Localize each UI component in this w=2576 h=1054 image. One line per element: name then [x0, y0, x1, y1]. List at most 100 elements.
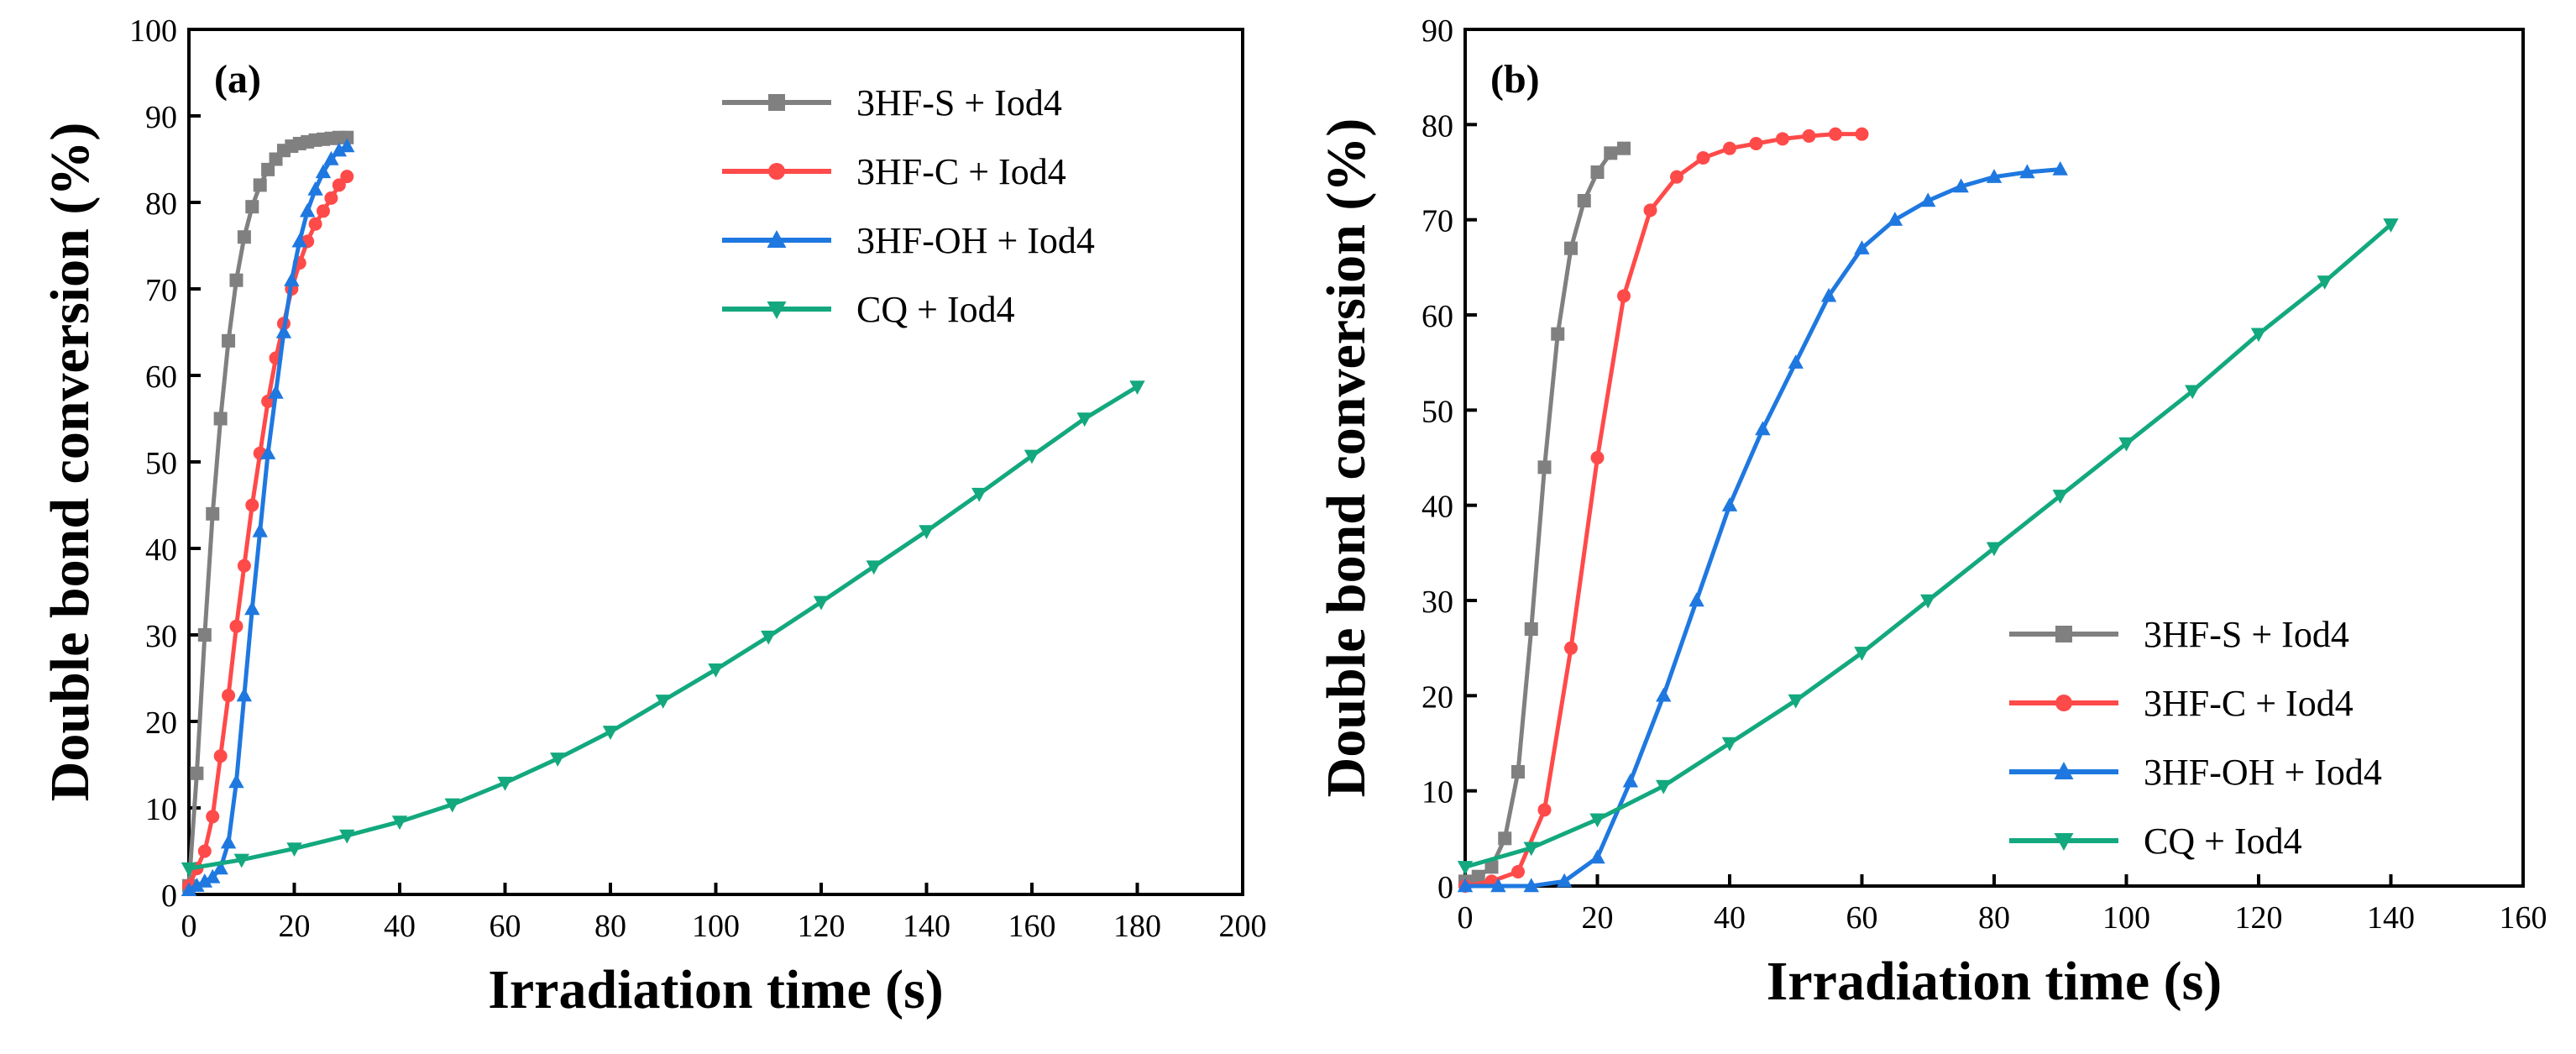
data-point	[205, 868, 221, 884]
y-tick-label: 0	[161, 878, 177, 914]
data-point	[602, 726, 619, 740]
x-tick-label: 0	[1458, 900, 1474, 936]
legend: 3HF-S + Iod4 3HF-C + Iod4 3HF-OH + Iod4 CQ …	[2009, 614, 2382, 862]
data-point	[1723, 141, 1736, 155]
legend-entry: 3HF-S + Iod4	[856, 82, 1062, 123]
data-point	[1537, 803, 1552, 817]
series-3hf-c-iod4	[1458, 127, 1869, 893]
data-point	[268, 385, 284, 399]
data-point	[708, 663, 724, 678]
legend-entry: 3HF-C + Iod4	[2144, 683, 2353, 724]
series-3hf-oh-iod4	[1457, 161, 2068, 893]
panel-label: (a)	[214, 57, 261, 102]
data-point	[261, 162, 275, 176]
data-point	[245, 498, 259, 512]
data-point	[2118, 437, 2134, 452]
data-point	[1523, 878, 1539, 893]
x-tick-label: 40	[384, 909, 416, 944]
legend-marker	[2055, 695, 2072, 711]
data-point	[189, 878, 205, 892]
legend-entry: 3HF-S + Iod4	[2144, 614, 2349, 655]
data-point	[1829, 127, 1842, 141]
y-tick-label: 70	[1422, 204, 1453, 239]
y-tick-label: 90	[1422, 13, 1453, 49]
data-point	[1564, 641, 1578, 655]
legend-marker	[2055, 626, 2072, 642]
y-tick-label: 50	[145, 446, 177, 481]
data-point	[1490, 878, 1506, 893]
data-point	[1590, 451, 1605, 464]
data-point	[1617, 289, 1631, 303]
legend-marker	[2054, 833, 2074, 851]
legend: 3HF-S + Iod4 3HF-C + Iod4 3HF-OH + Iod4 CQ …	[722, 82, 1095, 330]
x-tick-label: 80	[594, 909, 626, 944]
legend-marker	[768, 94, 785, 111]
data-point	[245, 200, 259, 214]
data-point	[233, 853, 249, 868]
data-point	[339, 829, 355, 844]
data-point	[212, 860, 228, 875]
series-line	[1464, 132, 1862, 889]
series-line	[188, 385, 1139, 871]
x-tick-label: 40	[1714, 900, 1746, 936]
x-tick-label: 200	[1219, 909, 1267, 944]
data-point	[181, 862, 197, 877]
y-tick-label: 10	[145, 792, 177, 827]
x-tick-label: 120	[2235, 900, 2283, 936]
legend-entry: 3HF-OH + Iod4	[2144, 752, 2382, 793]
data-point	[323, 150, 339, 165]
legend-entry: 3HF-OH + Iod4	[856, 220, 1095, 261]
y-tick-label: 70	[145, 273, 177, 308]
panel-label: (b)	[1490, 57, 1540, 102]
data-point	[1855, 127, 1869, 141]
data-point	[1820, 287, 1837, 302]
x-axis-title: Irradiation time (s)	[488, 959, 944, 1020]
data-point	[497, 776, 513, 791]
data-point	[971, 487, 987, 502]
series-line	[1464, 146, 1625, 884]
data-point	[324, 191, 338, 205]
data-point	[1656, 779, 1672, 794]
data-point	[1617, 141, 1631, 155]
y-axis-title: Double bond conversion (%)	[39, 123, 101, 802]
data-point	[1484, 860, 1499, 874]
data-point	[1457, 878, 1474, 893]
data-point	[259, 445, 276, 459]
data-point	[2317, 275, 2333, 290]
y-tick-label: 90	[145, 100, 177, 135]
data-point	[252, 522, 268, 537]
x-axis-title: Irradiation time (s)	[1767, 951, 2223, 1012]
data-point	[229, 619, 243, 633]
y-axis-title: Double bond conversion (%)	[1316, 118, 1377, 798]
data-point	[813, 595, 830, 611]
data-point	[1802, 128, 1816, 143]
data-point	[206, 506, 220, 521]
data-point	[866, 560, 882, 575]
y-tick-label: 80	[1422, 108, 1453, 144]
data-point	[339, 138, 355, 153]
data-point	[1524, 622, 1538, 636]
series-line	[1465, 167, 2060, 889]
data-point	[1457, 861, 1474, 875]
data-point	[2383, 218, 2399, 233]
data-point	[1670, 170, 1683, 184]
data-point	[1604, 146, 1618, 160]
y-tick-label: 20	[1422, 679, 1453, 715]
legend-entry: CQ + Iod4	[856, 289, 1015, 330]
data-point	[1696, 151, 1710, 165]
data-point	[1498, 831, 1512, 846]
data-point	[1564, 241, 1578, 255]
data-point	[1854, 647, 1870, 661]
legend-marker	[2054, 762, 2074, 779]
data-point	[237, 230, 251, 244]
data-point	[213, 412, 228, 426]
data-point	[315, 164, 332, 179]
x-tick-label: 160	[1008, 909, 1056, 944]
data-point	[299, 202, 316, 218]
data-point	[1471, 869, 1485, 884]
data-point	[2185, 385, 2201, 400]
data-point	[1643, 203, 1657, 218]
data-point	[237, 558, 251, 573]
data-point	[291, 233, 307, 248]
